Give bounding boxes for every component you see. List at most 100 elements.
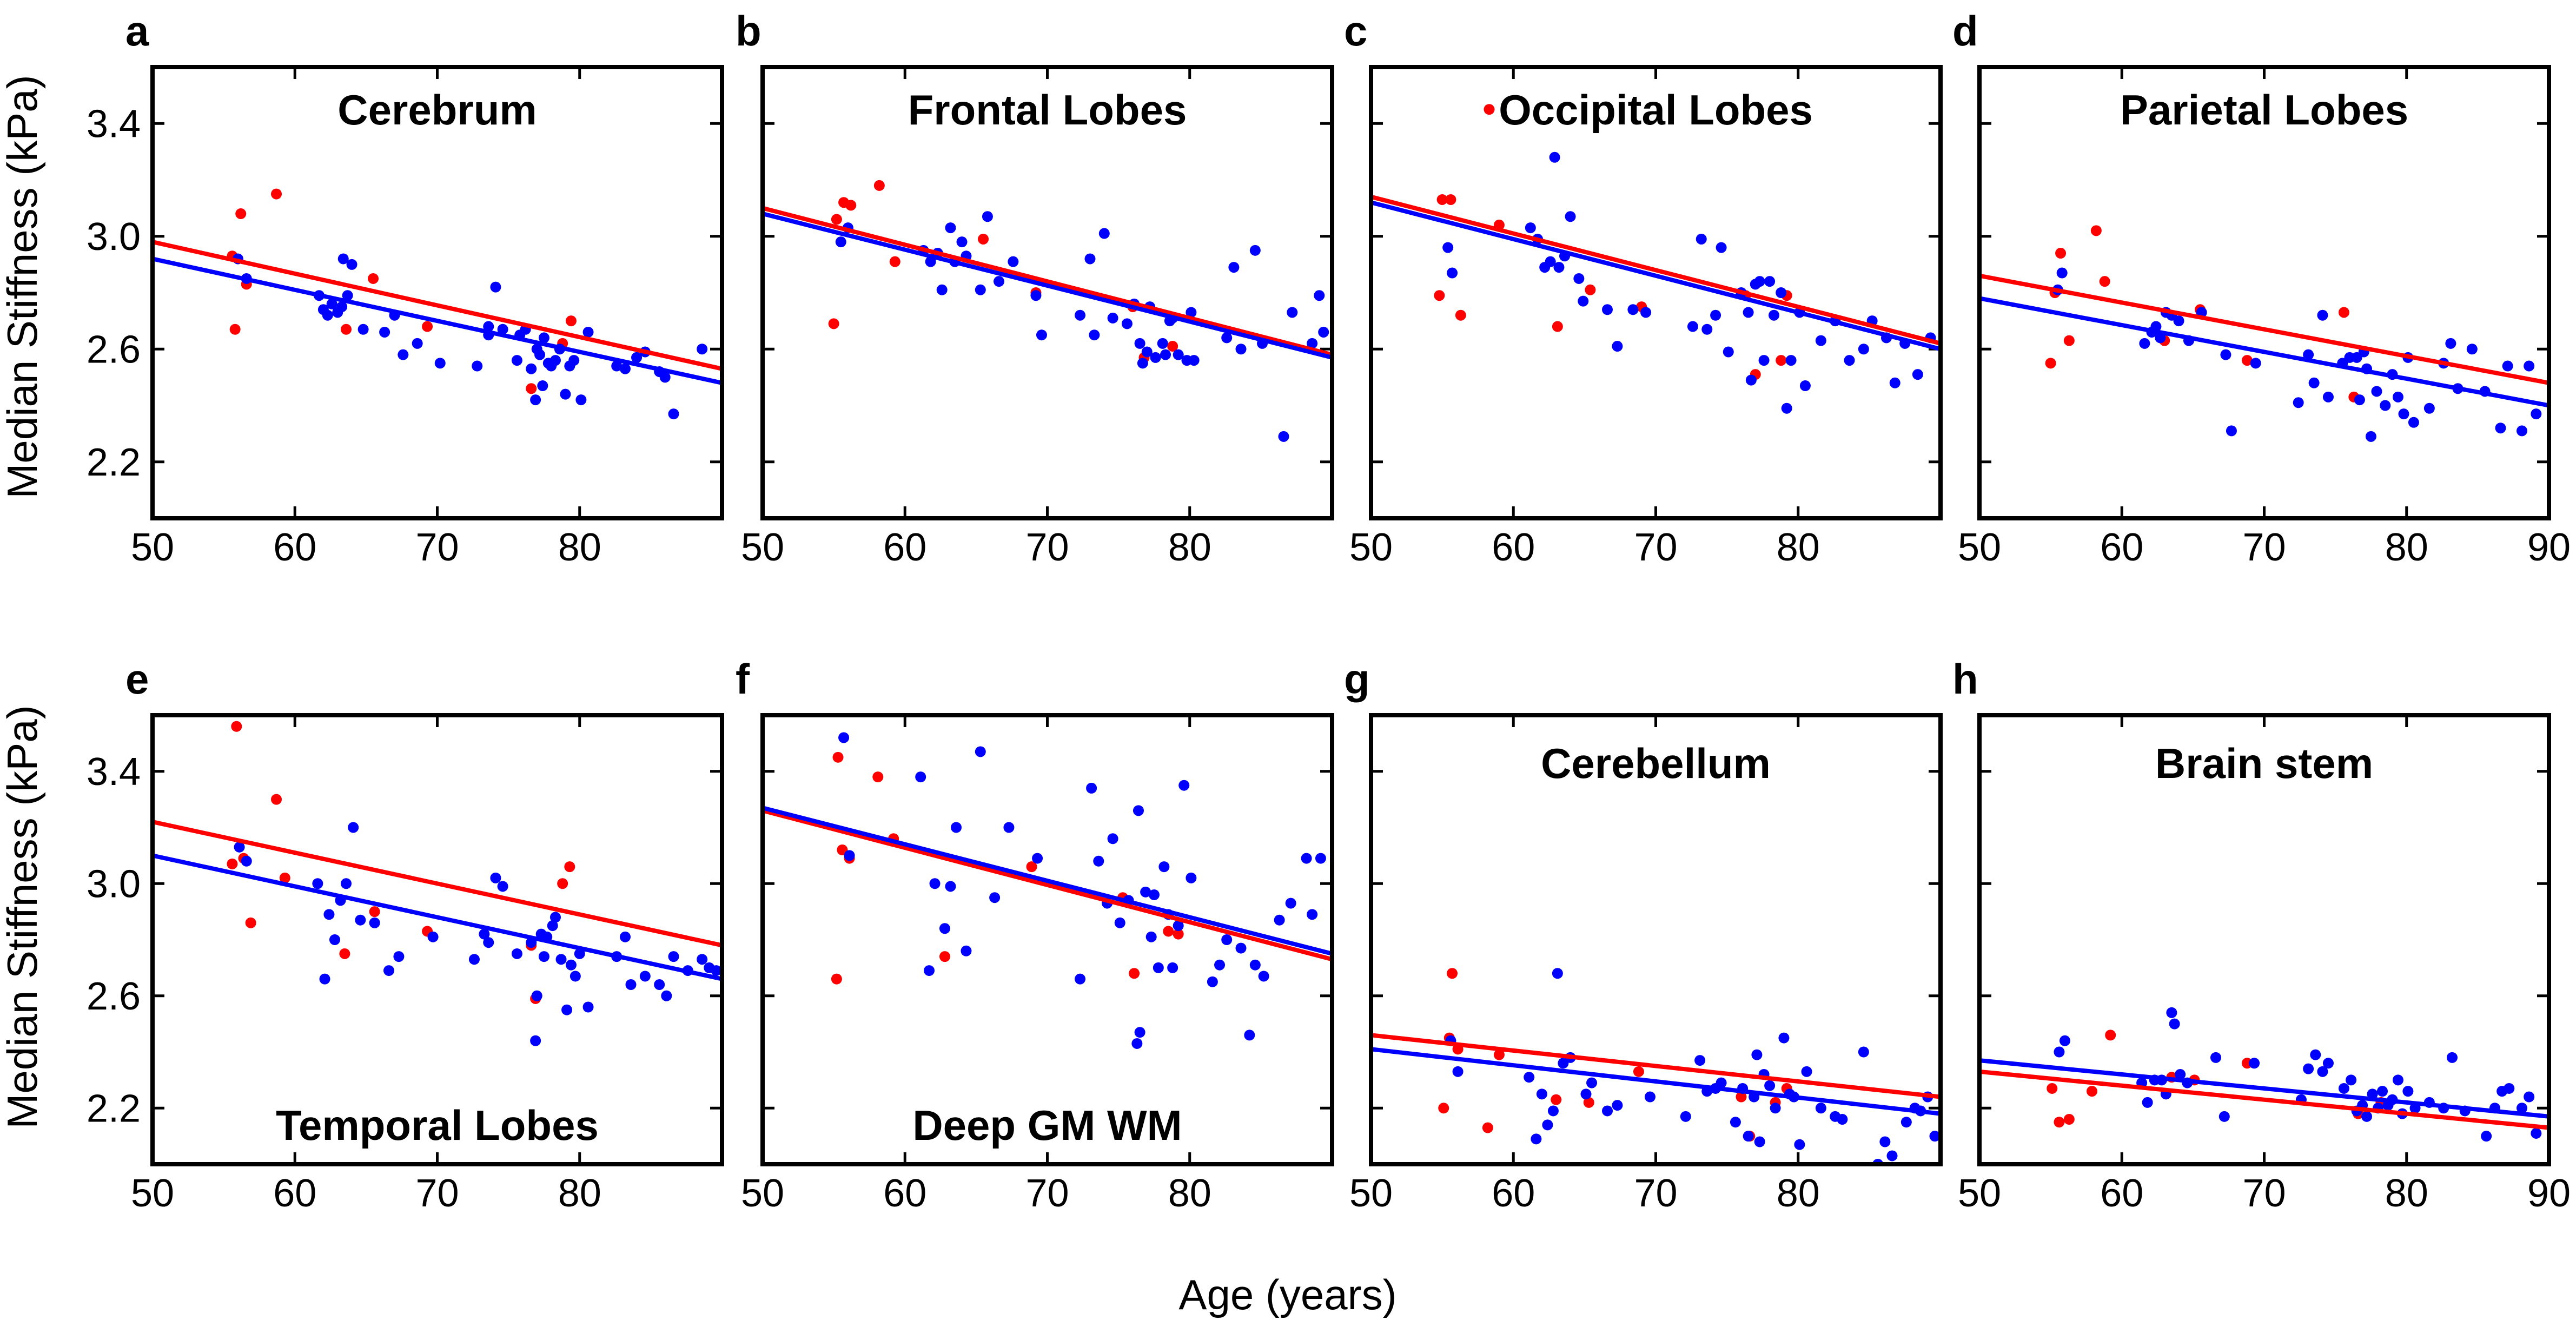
data-point-blue — [1075, 973, 1086, 985]
data-point-red — [831, 973, 842, 985]
data-point-blue — [1274, 914, 1285, 926]
data-point-blue — [2346, 1074, 2357, 1086]
data-point-blue — [1815, 335, 1826, 346]
data-point-blue — [989, 892, 1001, 903]
data-point-blue — [2516, 1103, 2527, 1114]
data-point-blue — [341, 878, 352, 889]
panel-title-e: Temporal Lobes — [276, 1101, 599, 1149]
panel-a: a Cerebrum 2.2 2.6 3.0 3.4 50 60 70 80 — [87, 7, 724, 569]
data-point-blue — [547, 920, 558, 932]
panel-f: f Deep GM WM 50 60 70 80 — [736, 655, 1334, 1215]
fit-line-red — [153, 820, 722, 948]
data-point-blue — [1173, 920, 1184, 932]
x-tick-label: 60 — [883, 1172, 926, 1215]
panel-h: h Brain stem 50 60 70 80 90 — [1952, 655, 2571, 1215]
x-tick-label: 70 — [1025, 526, 1069, 569]
data-point-blue — [2338, 1083, 2349, 1094]
plot-frame-g — [1369, 713, 1943, 1166]
data-point-blue — [2502, 360, 2513, 372]
data-point-blue — [2169, 1018, 2180, 1030]
panel-b: b Frontal Lobes 50 60 70 80 — [736, 7, 1334, 569]
data-point-blue — [1131, 1038, 1143, 1049]
data-point-blue — [611, 360, 623, 372]
data-point-blue — [2250, 358, 2261, 369]
x-tick-label: 90 — [2527, 1172, 2571, 1215]
data-point-blue — [2365, 431, 2376, 442]
data-point-red — [271, 188, 282, 200]
data-point-blue — [490, 872, 501, 883]
data-point-blue — [668, 408, 679, 420]
data-point-blue — [1249, 959, 1261, 971]
plot-area-g — [1371, 968, 1941, 1164]
y-tick-label: 2.6 — [87, 975, 141, 1018]
data-point-red — [564, 861, 575, 873]
data-point-blue — [1121, 318, 1133, 329]
data-point-red — [235, 208, 247, 220]
data-point-blue — [1086, 782, 1097, 794]
data-point-blue — [1315, 853, 1326, 864]
fit-line-blue — [763, 212, 1332, 360]
data-point-blue — [2210, 1052, 2221, 1063]
data-point-blue — [1160, 349, 1171, 360]
data-point-blue — [2392, 1074, 2403, 1086]
data-point-blue — [1601, 304, 1613, 315]
data-point-red — [1776, 355, 1787, 366]
y-tick-label: 3.0 — [87, 862, 141, 906]
data-point-blue — [1285, 898, 1296, 909]
data-point-red — [832, 751, 844, 763]
data-point-red — [1163, 926, 1174, 937]
panels-layer: a Cerebrum 2.2 2.6 3.0 3.4 50 60 70 80 b Frontal Lo… — [87, 7, 2571, 1215]
data-point-blue — [531, 990, 542, 1001]
x-tick-label: 60 — [2100, 526, 2143, 569]
data-point-blue — [582, 326, 594, 338]
data-point-blue — [982, 211, 993, 222]
panel-letter-d: d — [1952, 7, 1978, 55]
x-tick-label: 50 — [131, 526, 174, 569]
x-tick-label: 70 — [415, 526, 459, 569]
data-point-blue — [993, 276, 1004, 287]
data-point-blue — [2059, 1035, 2070, 1046]
data-point-blue — [1573, 273, 1585, 284]
data-point-blue — [975, 746, 986, 757]
data-point-red — [565, 315, 577, 327]
data-point-red — [368, 273, 379, 284]
data-point-red — [845, 200, 857, 211]
plot-frame-f — [760, 713, 1334, 1166]
data-point-blue — [479, 928, 490, 940]
data-point-blue — [668, 951, 679, 962]
data-point-blue — [1696, 233, 1707, 245]
plot-area-h — [1979, 1007, 2549, 1142]
data-point-blue — [1680, 1111, 1691, 1122]
data-point-blue — [2139, 338, 2150, 349]
data-point-blue — [568, 355, 580, 366]
data-point-blue — [1578, 295, 1589, 307]
panel-e: e Temporal Lobes 2.2 2.6 3.0 3.4 50 60 70 80 — [87, 655, 724, 1215]
x-tick-label: 70 — [1025, 1172, 1069, 1215]
data-point-blue — [1134, 338, 1145, 349]
x-tick-label: 70 — [415, 1172, 459, 1215]
data-point-blue — [575, 394, 587, 406]
data-point-blue — [1785, 355, 1797, 366]
data-point-blue — [322, 309, 333, 321]
data-point-blue — [1531, 1133, 1542, 1145]
data-point-blue — [2371, 386, 2382, 397]
data-point-blue — [2531, 408, 2542, 420]
data-point-blue — [654, 979, 665, 990]
x-tick-label: 60 — [1492, 1172, 1535, 1215]
data-point-blue — [2524, 360, 2535, 372]
data-point-blue — [2516, 425, 2527, 437]
data-point-red — [828, 318, 839, 329]
data-point-blue — [565, 959, 577, 971]
data-point-blue — [1716, 242, 1727, 253]
data-point-blue — [2220, 349, 2231, 360]
x-tick-label: 60 — [273, 526, 316, 569]
data-point-blue — [1186, 307, 1197, 318]
data-point-blue — [511, 355, 522, 366]
data-point-blue — [323, 909, 335, 920]
panel-letter-e: e — [125, 655, 149, 703]
data-point-blue — [369, 917, 380, 928]
data-point-red — [1434, 290, 1445, 301]
data-point-red — [369, 906, 380, 918]
panel-letter-f: f — [736, 655, 750, 703]
fit-line-blue — [1979, 1058, 2549, 1119]
